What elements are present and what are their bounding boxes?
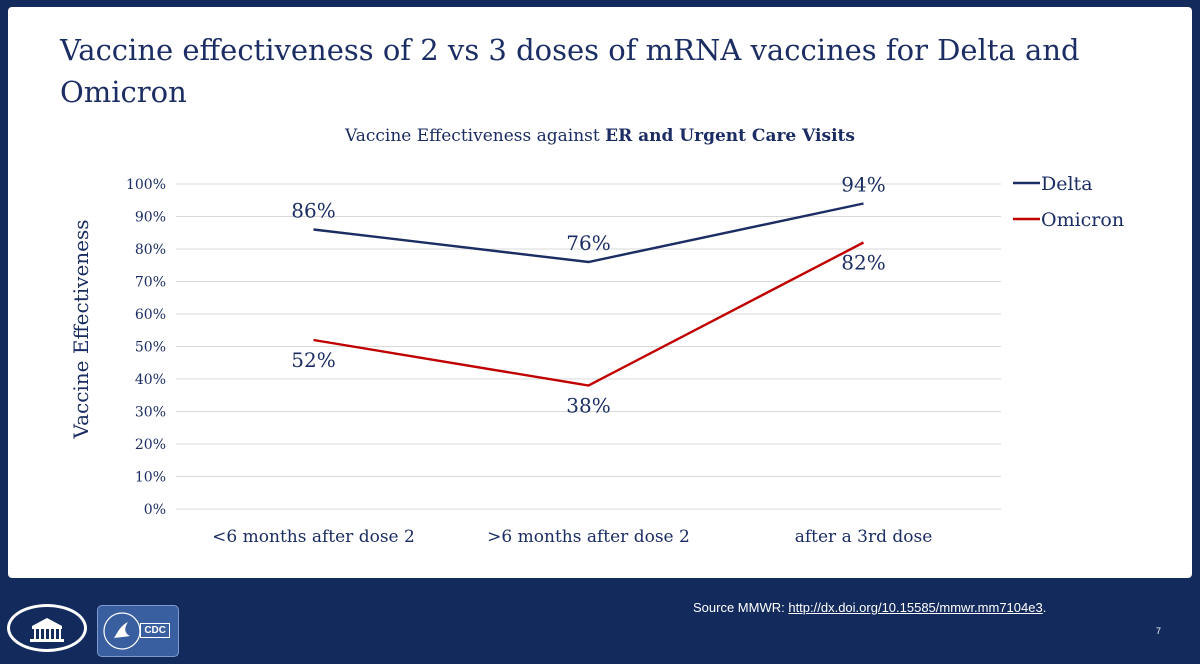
- y-tick-label: 0%: [144, 502, 166, 518]
- y-tick-label: 70%: [135, 275, 166, 291]
- cdc-logo: CDC: [97, 605, 179, 657]
- y-tick-label: 60%: [135, 307, 166, 323]
- line-chart: Vaccine Effectiveness against ER and Urg…: [69, 126, 1124, 547]
- series-lines: [313, 202, 865, 387]
- hhs-eagle-icon: [103, 612, 141, 650]
- legend: Delta Omicron: [1013, 173, 1124, 231]
- x-tick-label: >6 months after dose 2: [487, 527, 690, 547]
- data-label: 94%: [841, 173, 885, 197]
- y-tick-label: 20%: [135, 437, 166, 453]
- source-citation: Source MMWR: http://dx.doi.org/10.15585/…: [693, 600, 1046, 615]
- y-tick-label: 10%: [135, 470, 166, 486]
- chart-title: Vaccine Effectiveness against ER and Urg…: [344, 126, 855, 146]
- legend-label: Omicron: [1041, 209, 1124, 231]
- y-tick-label: 90%: [135, 210, 166, 226]
- y-tick-label: 80%: [135, 242, 166, 258]
- data-label: 38%: [566, 394, 610, 418]
- series-line-delta: [313, 202, 864, 264]
- data-labels: 86% 76% 94% 52% 38% 82%: [291, 173, 885, 418]
- y-tick-label: 50%: [135, 340, 166, 356]
- data-label: 82%: [841, 251, 885, 275]
- legend-label: Delta: [1041, 173, 1093, 195]
- cdc-wordmark: CDC: [140, 623, 170, 638]
- x-tick-label: after a 3rd dose: [795, 527, 933, 547]
- white-house-seal-logo: [7, 604, 87, 652]
- data-label: 76%: [566, 231, 610, 255]
- gridlines: [176, 183, 1001, 510]
- y-axis-ticks: 0% 10% 20% 30% 40% 50% 60% 70% 80% 90% 100%: [126, 177, 166, 518]
- x-tick-label: <6 months after dose 2: [212, 527, 415, 547]
- white-house-icon: [30, 618, 64, 642]
- x-axis-ticks: <6 months after dose 2 >6 months after do…: [212, 527, 932, 547]
- data-label: 86%: [291, 199, 335, 223]
- page-number: 7: [1156, 626, 1162, 636]
- slide-card: Vaccine effectiveness of 2 vs 3 doses of…: [8, 7, 1192, 578]
- data-label: 52%: [291, 348, 335, 372]
- series-line-omicron: [313, 241, 865, 387]
- y-tick-label: 100%: [126, 177, 166, 193]
- chart-title-prefix: Vaccine Effectiveness against: [344, 126, 605, 146]
- slide-title: Vaccine effectiveness of 2 vs 3 doses of…: [60, 33, 1080, 109]
- y-tick-label: 40%: [135, 372, 166, 388]
- y-tick-label: 30%: [135, 405, 166, 421]
- y-axis-label: Vaccine Effectiveness: [69, 219, 93, 439]
- source-label: Source MMWR:: [693, 600, 789, 615]
- source-end: .: [1042, 600, 1047, 615]
- chart-title-bold: ER and Urgent Care Visits: [605, 126, 855, 146]
- source-link[interactable]: http://dx.doi.org/10.15585/mmwr.mm7104e3: [788, 600, 1043, 615]
